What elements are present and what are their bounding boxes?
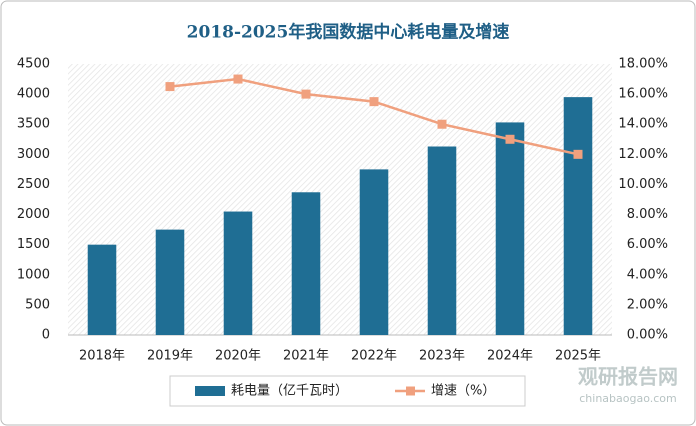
y2-tick-label: 14.00% bbox=[618, 117, 668, 132]
plot-area bbox=[68, 64, 612, 335]
x-tick-label: 2018年 bbox=[79, 349, 125, 364]
y2-tick-label: 12.00% bbox=[618, 147, 668, 162]
line-marker bbox=[437, 119, 447, 129]
bar bbox=[427, 146, 457, 335]
x-tick-label: 2022年 bbox=[351, 349, 397, 364]
line-marker bbox=[573, 149, 583, 159]
y2-tick-label: 2.00% bbox=[627, 297, 668, 312]
y-tick-label: 2000 bbox=[17, 207, 50, 222]
y-tick-label: 1500 bbox=[17, 237, 50, 252]
legend-label: 增速（%） bbox=[431, 384, 495, 399]
y-tick-label: 3000 bbox=[17, 147, 50, 162]
watermark: 观研报告网 bbox=[578, 365, 678, 389]
y2-tick-label: 6.00% bbox=[627, 237, 668, 252]
y-tick-label: 4500 bbox=[17, 57, 50, 72]
y-tick-label: 2500 bbox=[17, 177, 50, 192]
legend-label: 耗电量（亿千瓦时） bbox=[231, 384, 348, 399]
y2-tick-label: 10.00% bbox=[618, 177, 668, 192]
line-marker bbox=[505, 134, 515, 144]
x-tick-label: 2024年 bbox=[487, 349, 533, 364]
y2-tick-label: 16.00% bbox=[618, 87, 668, 102]
bar bbox=[563, 97, 593, 335]
bar bbox=[87, 244, 117, 335]
line-marker bbox=[233, 74, 243, 84]
y2-tick-label: 0.00% bbox=[627, 328, 668, 343]
line-marker bbox=[165, 82, 175, 92]
x-tick-label: 2020年 bbox=[215, 349, 261, 364]
y-tick-label: 3500 bbox=[17, 117, 50, 132]
line-marker bbox=[369, 97, 379, 107]
y-tick-label: 4000 bbox=[17, 87, 50, 102]
y-tick-label: 0 bbox=[42, 328, 50, 343]
bar bbox=[155, 229, 185, 335]
y2-tick-label: 18.00% bbox=[618, 57, 668, 72]
y2-tick-label: 8.00% bbox=[627, 207, 668, 222]
bar bbox=[291, 192, 321, 335]
y-tick-label: 1000 bbox=[17, 267, 50, 282]
watermark-url: chinabaogao.com bbox=[579, 392, 677, 405]
legend-swatch bbox=[195, 386, 225, 396]
x-tick-label: 2021年 bbox=[283, 349, 329, 364]
chart-title: 2018-2025年我国数据中心耗电量及增速 bbox=[187, 22, 510, 43]
legend-box bbox=[169, 375, 526, 407]
bar bbox=[495, 122, 525, 335]
y2-tick-label: 4.00% bbox=[627, 267, 668, 282]
x-tick-label: 2025年 bbox=[555, 349, 601, 364]
x-tick-label: 2019年 bbox=[147, 349, 193, 364]
line-marker bbox=[301, 89, 311, 99]
y-tick-label: 500 bbox=[25, 297, 50, 312]
x-tick-label: 2023年 bbox=[419, 349, 465, 364]
legend-swatch bbox=[406, 386, 415, 396]
bar bbox=[223, 211, 253, 335]
bar bbox=[359, 169, 389, 335]
